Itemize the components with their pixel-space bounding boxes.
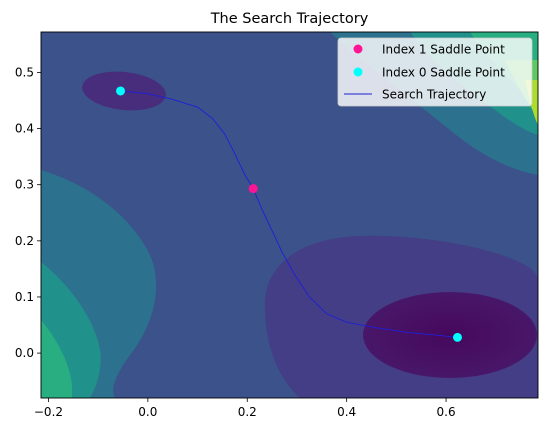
legend-marker-index-1 [353, 44, 363, 54]
legend: Index 1 Saddle Point Index 0 Saddle Poin… [337, 37, 533, 107]
x-tick-label: 0.0 [138, 405, 157, 419]
x-tick-label: 0.2 [238, 405, 257, 419]
legend-label-index-1: Index 1 Saddle Point [382, 43, 505, 57]
legend-label-index-0: Index 0 Saddle Point [382, 66, 505, 80]
y-axis: 0.0 0.1 0.2 0.3 0.4 0.5 [15, 65, 41, 360]
legend-box [337, 37, 533, 107]
x-tick-label: −0.2 [34, 405, 63, 419]
x-tick-label: 0.4 [337, 405, 356, 419]
index-0-saddle-point-1 [116, 86, 126, 96]
y-tick-label: 0.5 [15, 65, 34, 79]
plot-frame [40, 31, 539, 399]
legend-label-trajectory: Search Trajectory [382, 88, 486, 102]
legend-marker-index-0 [353, 67, 363, 77]
x-tick-label: 0.6 [437, 405, 456, 419]
index-1-saddle-point-1 [248, 184, 258, 194]
x-axis: −0.2 0.0 0.2 0.4 0.6 [34, 398, 456, 419]
index-0-saddle-point-2 [452, 332, 462, 342]
point-layer [116, 86, 462, 342]
y-tick-label: 0.1 [15, 290, 34, 304]
y-tick-label: 0.3 [15, 178, 34, 192]
search-trajectory-line [120, 90, 458, 338]
y-tick-label: 0.4 [15, 122, 34, 136]
chart-title: The Search Trajectory [210, 11, 369, 27]
contour-level-basin-inner [363, 292, 537, 378]
contour-level-low-left-3 [41, 320, 72, 398]
y-tick-label: 0.2 [15, 234, 34, 248]
y-tick-label: 0.0 [15, 346, 34, 360]
